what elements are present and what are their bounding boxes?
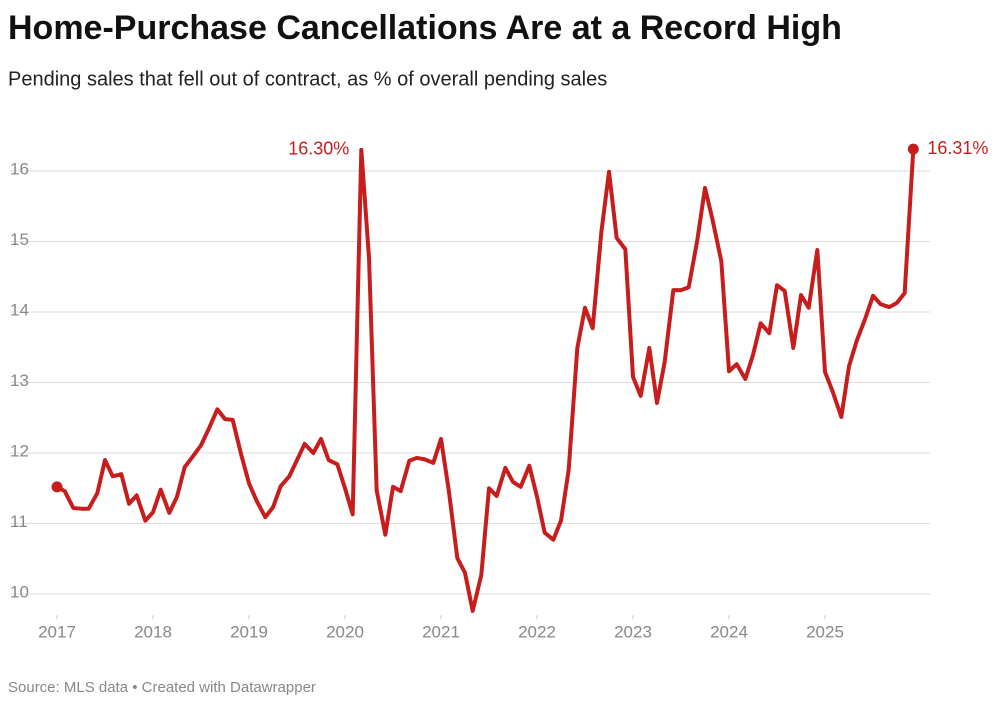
data-line	[55, 147, 916, 613]
y-tick-label: 11	[10, 512, 28, 531]
end-dot	[51, 481, 63, 493]
x-tick-label: 2018	[134, 622, 172, 641]
chart-subtitle: Pending sales that fell out of contract,…	[8, 68, 607, 90]
y-tick-label: 15	[10, 230, 29, 249]
y-tick-label: 12	[10, 441, 29, 460]
y-tick-label: 14	[10, 300, 29, 319]
value-label: 16.31%	[927, 138, 988, 158]
chart-title: Home-Purchase Cancellations Are at a Rec…	[8, 9, 842, 47]
y-tick-label: 13	[10, 371, 29, 390]
x-tick-label: 2024	[710, 622, 748, 641]
value-label: 16.30%	[288, 139, 349, 159]
end-dot	[907, 143, 919, 155]
x-tick-label: 2017	[38, 622, 76, 641]
x-tick-label: 2022	[518, 622, 556, 641]
x-tick-label: 2020	[326, 622, 364, 641]
x-tick-label: 2025	[806, 622, 844, 641]
x-tick-label: 2021	[422, 622, 460, 641]
source-note: Source: MLS data • Created with Datawrap…	[8, 679, 316, 696]
y-tick-label: 10	[10, 582, 29, 601]
x-tick-label: 2023	[614, 622, 652, 641]
y-tick-label: 16	[10, 159, 29, 178]
x-tick-label: 2019	[230, 622, 268, 641]
